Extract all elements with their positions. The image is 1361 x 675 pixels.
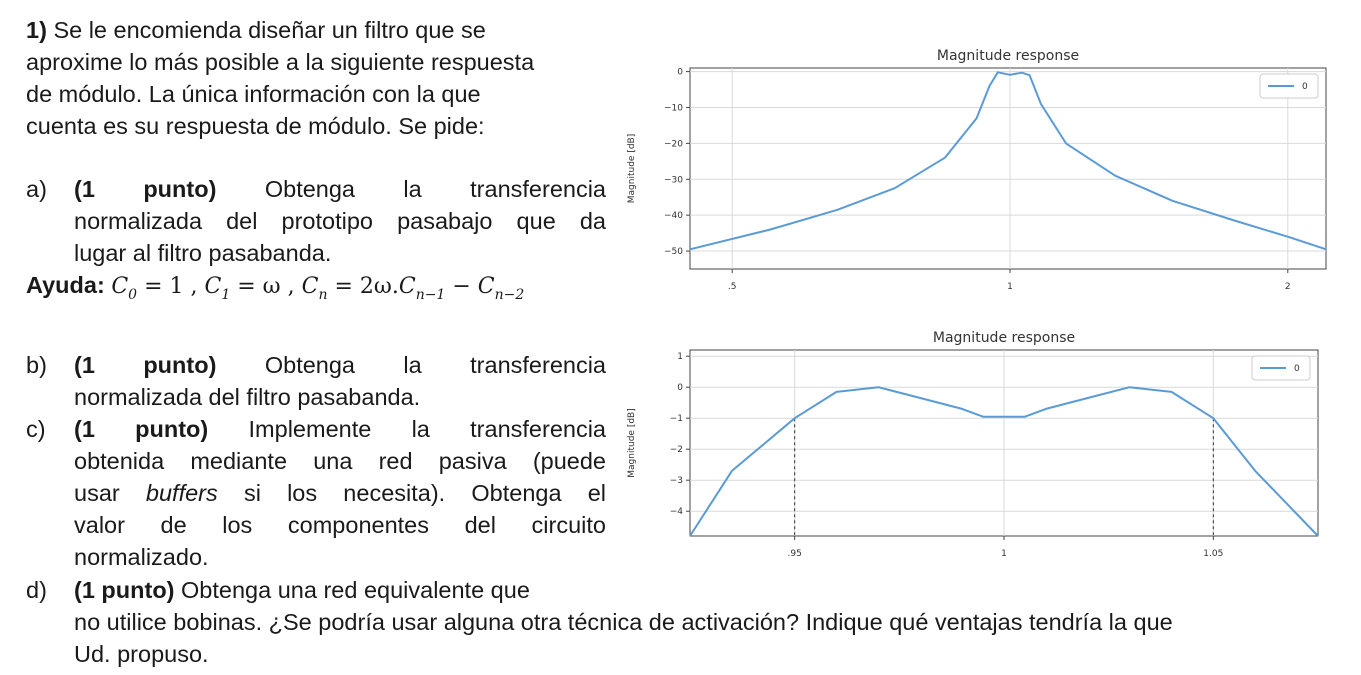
y-tick-label: −50 (664, 247, 683, 257)
y-tick-label: 1 (677, 352, 683, 362)
hint-formula: C0 = 1 , C1 = ω , Cn = 2ω.Cn−1 − Cn−2 (111, 274, 525, 303)
y-tick-label: −30 (664, 175, 683, 185)
x-tick-label: 1 (1007, 282, 1013, 292)
plot-frame (689, 67, 1327, 270)
item-d-line-3: Ud. propuso. (74, 641, 209, 667)
intro-line-2: aproxime lo más posible a la siguiente r… (26, 49, 535, 75)
item-b-label: b) (26, 352, 47, 378)
x-tick-label: .95 (788, 549, 802, 559)
item-c-line-1: (1 punto) Implemente la transferencia (74, 416, 606, 442)
legend-label: 0 (1294, 364, 1300, 374)
series-line (689, 71, 1327, 251)
y-tick-label: −10 (664, 103, 683, 113)
item-d-label: d) (26, 577, 47, 603)
series-line (689, 386, 1319, 537)
x-tick-label: 2 (1285, 282, 1291, 292)
hint-line: Ayuda: C0 = 1 , C1 = ω , Cn = 2ω.Cn−1 − … (26, 270, 524, 311)
item-a-label: a) (26, 176, 47, 202)
item-d-line-1: (1 punto) Obtenga una red equivalente qu… (74, 577, 530, 603)
problem-number: 1) (26, 17, 47, 43)
magnitude-response-chart-2: 1 0 −1 −2 −3 −4 .95 1 1.05 Magnitude response Magn… (627, 330, 1319, 559)
item-d-points: (1 punto) (74, 577, 175, 603)
item-a-points: (1 punto) (74, 176, 217, 202)
y-axis-label: Magnitude [dB] (627, 134, 637, 203)
item-c-line-4: valor de los componentes del circuito (74, 512, 606, 538)
item-a-line-2: normalizada del prototipo pasabajo que d… (74, 208, 606, 234)
x-tick-label: 1.05 (1203, 549, 1223, 559)
item-b-line-1: (1 punto) Obtenga la transferencia (74, 352, 607, 378)
y-axis-label: Magnitude [dB] (627, 408, 637, 477)
magnitude-response-chart-1: 0 −10 −20 −30 −40 −50 .5 1 2 Magnitude response Ma… (627, 48, 1327, 292)
y-tick-label: 0 (677, 383, 683, 393)
x-tick-label: 1 (1001, 549, 1007, 559)
item-c-label: c) (26, 416, 46, 442)
hint-label: Ayuda: (26, 272, 105, 298)
item-a-line-3: lugar al filtro pasabanda. (74, 240, 332, 266)
y-tick-label: −4 (670, 507, 684, 517)
item-c-points: (1 punto) (74, 416, 209, 442)
item-c-line-5: normalizado. (74, 544, 209, 570)
chart-title: Magnitude response (937, 48, 1079, 64)
legend-label: 0 (1302, 82, 1308, 92)
y-tick-label: −20 (664, 139, 683, 149)
y-tick-label: −3 (670, 476, 683, 486)
item-c-line-2: obtenida mediante una red pasiva (puede (74, 448, 606, 474)
item-c-line-3: usar buffers si los necesita). Obtenga e… (74, 480, 606, 506)
item-b-points: (1 punto) (74, 352, 217, 378)
intro-line-3: de módulo. La única información con la q… (26, 81, 481, 107)
chart-title: Magnitude response (933, 330, 1075, 346)
y-tick-label: −40 (664, 211, 683, 221)
intro-line-1: 1) Se le encomienda diseñar un filtro qu… (26, 17, 486, 43)
intro-line-4: cuenta es su respuesta de módulo. Se pid… (26, 113, 485, 139)
y-tick-label: −2 (670, 445, 683, 455)
x-tick-label: .5 (728, 282, 737, 292)
item-a-line-1: (1 punto) Obtenga la transferencia (74, 176, 607, 202)
y-tick-label: −1 (670, 414, 683, 424)
item-d-line-2: no utilice bobinas. ¿Se podría usar algu… (74, 609, 1173, 635)
y-tick-label: 0 (677, 68, 683, 78)
item-b-line-2: normalizada del filtro pasabanda. (74, 384, 421, 410)
